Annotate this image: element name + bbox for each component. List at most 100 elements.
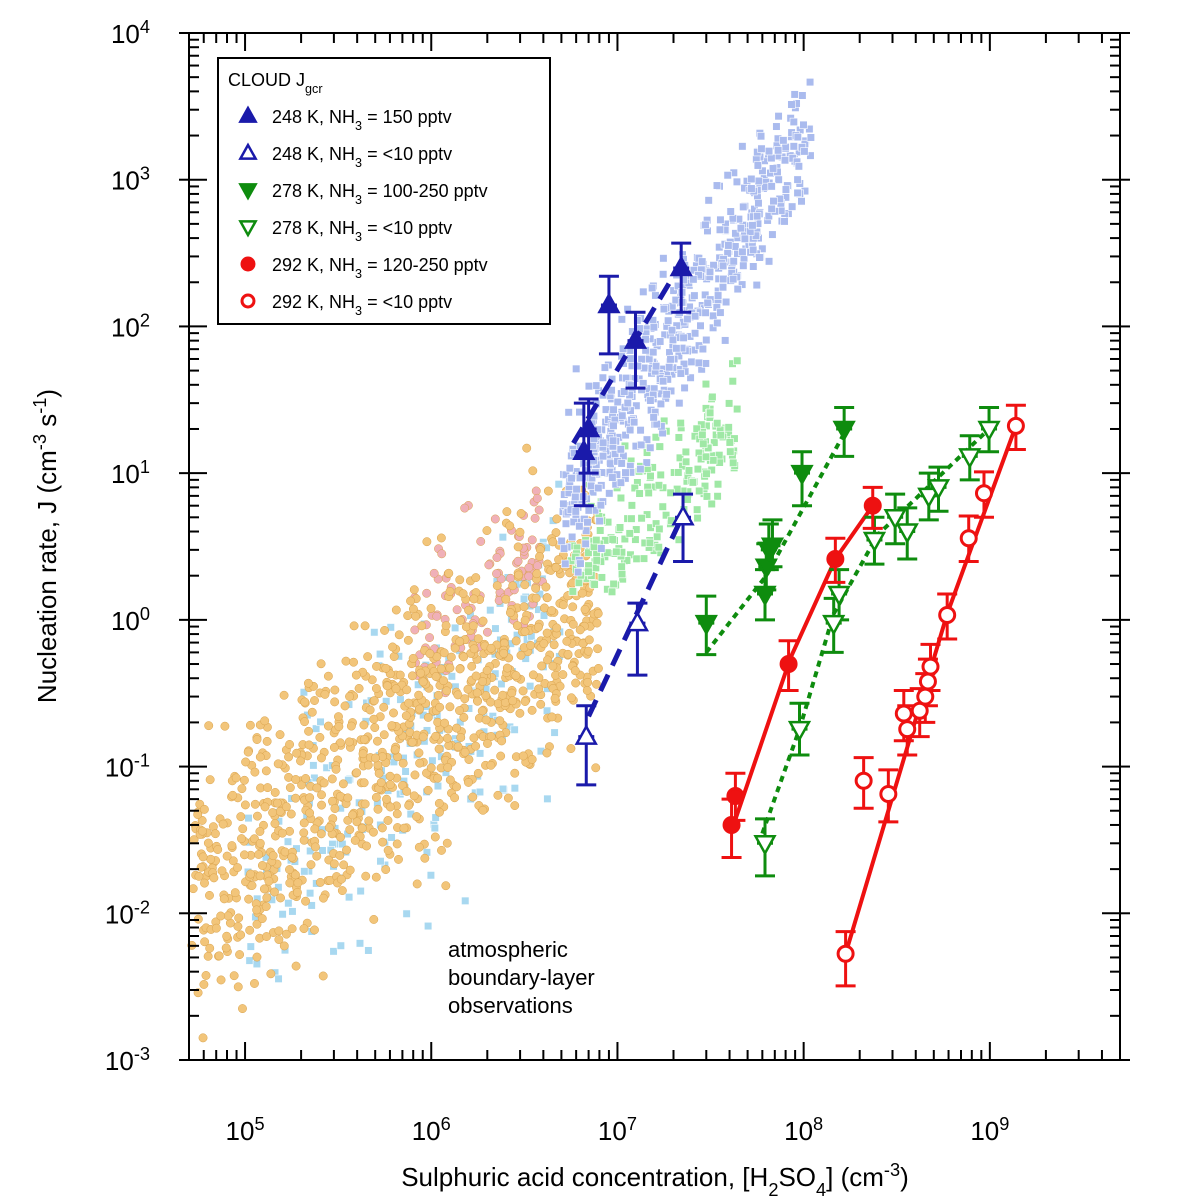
observation-point: [394, 854, 403, 864]
observation-point: [203, 838, 213, 848]
observation-point: [799, 120, 808, 129]
observation-point: [281, 929, 291, 939]
observation-point: [518, 751, 528, 761]
observation-point: [399, 823, 409, 833]
observation-point: [566, 693, 576, 703]
x-axis-title: Sulphuric acid concentration, [H2SO4] (c…: [401, 1160, 909, 1200]
observation-point: [389, 708, 398, 718]
observation-point: [372, 661, 381, 671]
observation-point: [522, 443, 532, 453]
marker-triangle-down: [895, 523, 919, 545]
observation-point: [702, 469, 711, 478]
observation-point: [315, 877, 325, 887]
observation-point: [499, 648, 509, 658]
observation-point: [698, 257, 707, 266]
observation-point: [198, 852, 208, 862]
observation-point: [692, 424, 701, 433]
observation-point: [437, 549, 447, 559]
observation-point: [713, 492, 722, 501]
observation-point: [793, 188, 802, 198]
observation-point: [316, 829, 326, 839]
observation-point: [672, 344, 681, 353]
observation-point: [402, 786, 412, 796]
observation-point: [346, 721, 356, 731]
observation-point: [505, 608, 515, 618]
observation-point: [554, 555, 564, 565]
observation-point: [385, 802, 395, 812]
observation-point: [725, 438, 734, 447]
observation-point: [498, 784, 508, 794]
marker-triangle-down: [822, 614, 846, 636]
observation-point: [661, 511, 671, 520]
observation-point: [336, 874, 346, 884]
observation-point: [699, 439, 708, 448]
observation-point: [377, 823, 387, 833]
observation-point: [188, 884, 198, 894]
observation-point: [753, 212, 762, 221]
marker-triangle-up: [623, 328, 648, 349]
observation-point: [434, 744, 444, 754]
observation-point: [498, 690, 508, 700]
observation-point: [425, 633, 435, 643]
observation-point: [709, 311, 718, 320]
observation-point: [276, 893, 285, 903]
observation-point: [531, 583, 541, 593]
observation-point: [257, 861, 267, 870]
observation-point: [245, 720, 255, 730]
observation-point: [644, 488, 653, 498]
observation-point: [571, 492, 580, 502]
observation-point: [626, 354, 635, 363]
observation-point: [563, 649, 573, 659]
observation-point: [684, 466, 694, 475]
observation-point: [789, 142, 798, 151]
observation-point: [755, 253, 764, 262]
observation-point: [214, 951, 224, 961]
observation-point: [793, 175, 802, 184]
observation-point: [656, 399, 666, 408]
observation-point: [574, 568, 583, 577]
observation-point: [554, 480, 563, 489]
observation-point: [401, 767, 410, 776]
observation-point: [445, 702, 455, 712]
observation-point: [355, 939, 365, 948]
observation-point: [422, 537, 432, 547]
observation-point: [255, 752, 265, 762]
observation-point: [291, 775, 301, 784]
observation-point: [200, 937, 210, 947]
observation-point: [310, 842, 320, 852]
observation-point: [351, 670, 361, 680]
observation-point: [199, 980, 209, 989]
observation-point: [222, 851, 232, 861]
observation-point: [371, 683, 381, 693]
observations-annotation: atmospheric boundary-layer observations: [448, 937, 595, 1018]
observation-point: [491, 624, 500, 633]
observation-point: [532, 493, 542, 503]
legend-label: 248 K, NH3 = 150 pptv: [272, 107, 452, 133]
observation-point: [548, 661, 558, 671]
observation-point: [459, 652, 469, 662]
marker-circle: [921, 657, 940, 676]
marker-triangle-up: [625, 610, 650, 632]
observation-point: [433, 773, 443, 783]
marker-triangle-down: [917, 487, 941, 509]
observation-point: [210, 829, 220, 839]
observation-point: [252, 952, 262, 962]
observation-point: [407, 737, 417, 747]
observation-point: [382, 681, 392, 691]
observation-point: [268, 851, 278, 861]
observation-point: [292, 748, 302, 758]
observation-point: [710, 438, 719, 447]
observation-point: [646, 443, 655, 452]
observation-point: [423, 785, 433, 795]
observation-point: [323, 671, 333, 681]
observation-point: [478, 616, 488, 626]
marker-circle: [1006, 416, 1025, 435]
marker-triangle-up: [597, 292, 621, 314]
marker-triangle-down: [926, 479, 951, 500]
observation-point: [305, 808, 315, 818]
observation-point: [417, 621, 427, 631]
observation-point: [475, 749, 485, 758]
observation-point: [513, 542, 523, 552]
observation-point: [693, 505, 702, 514]
observation-point: [502, 507, 512, 517]
